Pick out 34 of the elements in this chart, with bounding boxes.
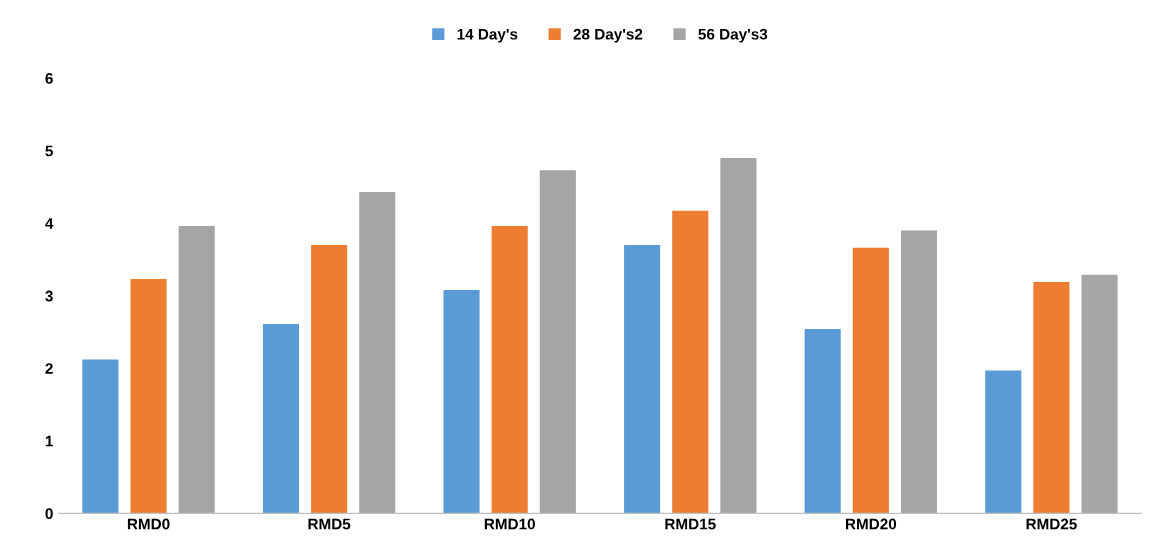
x-tick-label: RMD5: [308, 518, 351, 530]
x-tick-label: RMD20: [845, 518, 897, 530]
y-tick-label: 3: [45, 290, 53, 302]
y-tick-label: 5: [45, 145, 53, 157]
bar: [852, 247, 889, 514]
x-tick-label: RMD0: [127, 518, 170, 530]
y-tick-label: 6: [45, 72, 53, 84]
bar: [900, 230, 938, 514]
x-tick-label: RMD10: [484, 518, 535, 530]
x-tick-label: RMD25: [1026, 518, 1077, 530]
legend-label: 56 Day's3: [698, 28, 768, 43]
legend-label: 14 Day's: [457, 28, 518, 43]
bar: [262, 324, 300, 514]
bar: [359, 192, 396, 514]
bar: [491, 226, 528, 514]
bar: [539, 170, 576, 514]
bar: [82, 359, 119, 514]
legend-label: 28 Day's2: [573, 28, 643, 43]
y-tick-label: 1: [45, 435, 53, 447]
bar: [1081, 274, 1118, 514]
y-tick-label: 2: [45, 363, 53, 374]
bar: [804, 329, 841, 514]
bar: [720, 157, 757, 514]
bar: [311, 244, 348, 514]
bar: [672, 210, 709, 514]
bar: [985, 370, 1022, 514]
bar: [178, 226, 215, 514]
bar: [130, 279, 167, 514]
bar: [624, 244, 661, 514]
y-tick-label: 4: [45, 218, 54, 229]
x-tick-label: RMD15: [665, 518, 716, 530]
bar: [443, 289, 480, 514]
y-tick-label: 0: [45, 508, 53, 520]
bar: [1033, 281, 1070, 514]
